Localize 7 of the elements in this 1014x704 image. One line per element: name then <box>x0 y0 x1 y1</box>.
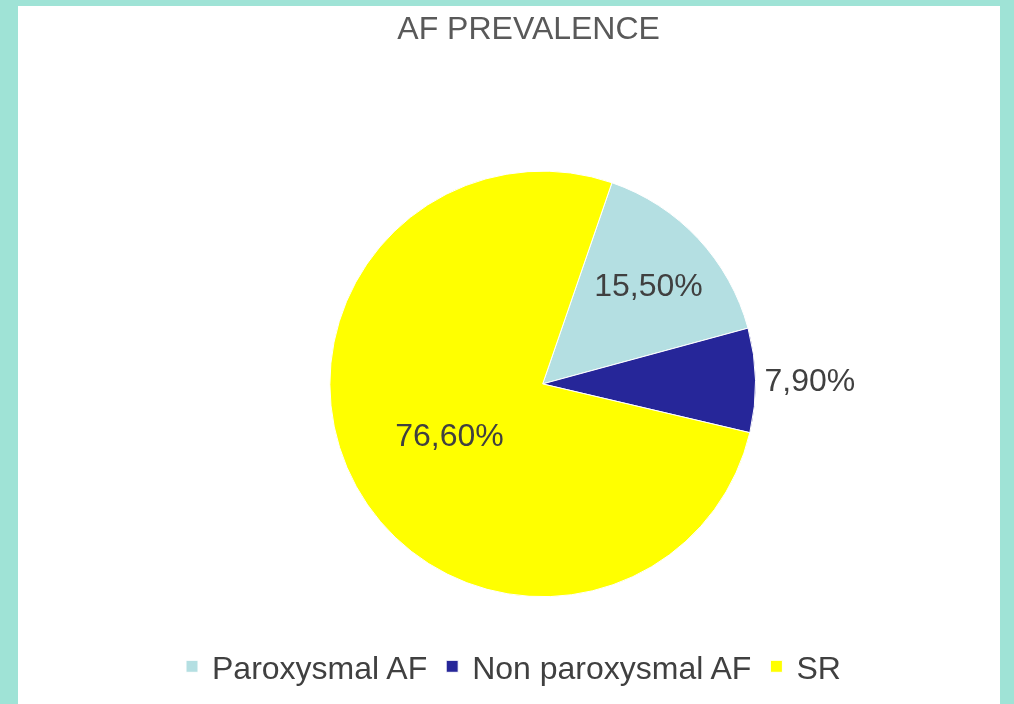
legend-label: SR <box>796 649 841 686</box>
data-label: 7,90% <box>764 362 856 399</box>
legend-label: Non paroxysmal AF <box>472 649 752 686</box>
data-label: 15,50% <box>594 266 703 303</box>
data-label: 76,60% <box>395 417 504 454</box>
legend-label: Paroxysmal AF <box>212 649 428 686</box>
chart-title: AF PREVALENCE <box>397 9 660 46</box>
